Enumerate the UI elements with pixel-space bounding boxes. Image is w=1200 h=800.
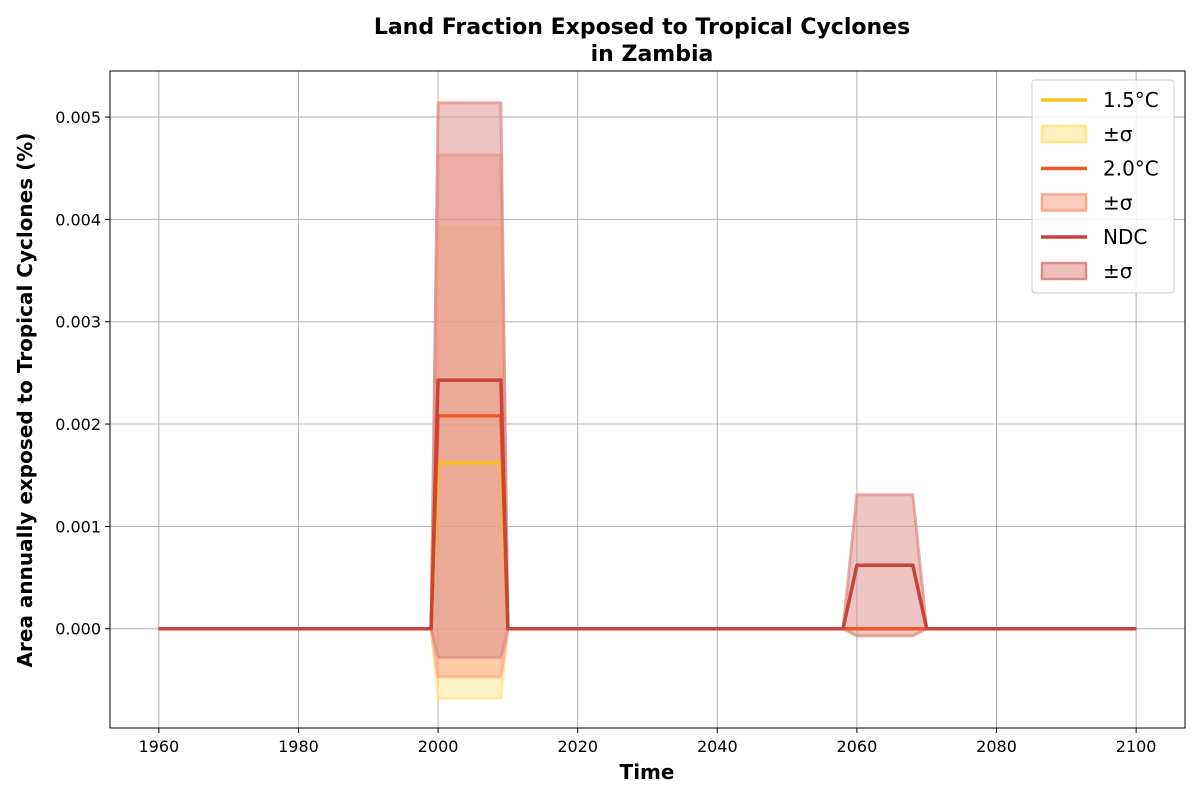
legend-band-label: ±σ <box>1103 122 1133 146</box>
y-tick-label: 0.002 <box>55 415 101 434</box>
x-tick-label: 2000 <box>418 737 459 756</box>
legend-label: 2.0°C <box>1103 157 1159 181</box>
line-layer <box>158 378 1137 631</box>
y-tick-label: 0.000 <box>55 620 101 639</box>
x-tick-label: 1960 <box>139 737 180 756</box>
y-tick-label: 0.004 <box>55 210 101 229</box>
y-axis: 0.000 0.001 0.002 0.003 0.004 0.005 <box>55 108 110 639</box>
x-tick-label: 2020 <box>557 737 598 756</box>
plot-frame <box>109 70 1186 729</box>
x-tick-label: 2080 <box>976 737 1017 756</box>
x-axis-label: Time <box>620 760 675 784</box>
x-tick-label: 1980 <box>278 737 319 756</box>
chart-title-line1: Land Fraction Exposed to Tropical Cyclon… <box>374 15 910 40</box>
line-NDC <box>158 378 1137 631</box>
y-axis-label: Area annually exposed to Tropical Cyclon… <box>13 133 37 668</box>
legend-band-swatch <box>1040 261 1088 281</box>
grid <box>110 71 1185 728</box>
x-tick-label: 2040 <box>697 737 738 756</box>
y-tick-label: 0.001 <box>55 517 101 536</box>
y-tick-label: 0.005 <box>55 108 101 127</box>
legend-label: 1.5°C <box>1103 88 1159 112</box>
legend-band-swatch <box>1040 124 1088 144</box>
x-axis: 1960 1980 2000 2020 2040 2060 2080 2100 <box>139 728 1157 756</box>
chart-title-line2: in Zambia <box>591 42 714 67</box>
y-tick-label: 0.003 <box>55 313 101 332</box>
legend: 1.5°C ±σ 2.0°C ±σ NDC ±σ <box>1031 79 1175 294</box>
x-tick-label: 2100 <box>1116 737 1157 756</box>
legend-items: 1.5°C ±σ 2.0°C ±σ NDC ±σ <box>1040 88 1159 283</box>
x-tick-label: 2060 <box>837 737 878 756</box>
legend-band-label: ±σ <box>1103 259 1133 283</box>
legend-band-swatch <box>1040 193 1088 212</box>
legend-band-label: ±σ <box>1103 191 1133 215</box>
legend-label: NDC <box>1103 225 1147 249</box>
